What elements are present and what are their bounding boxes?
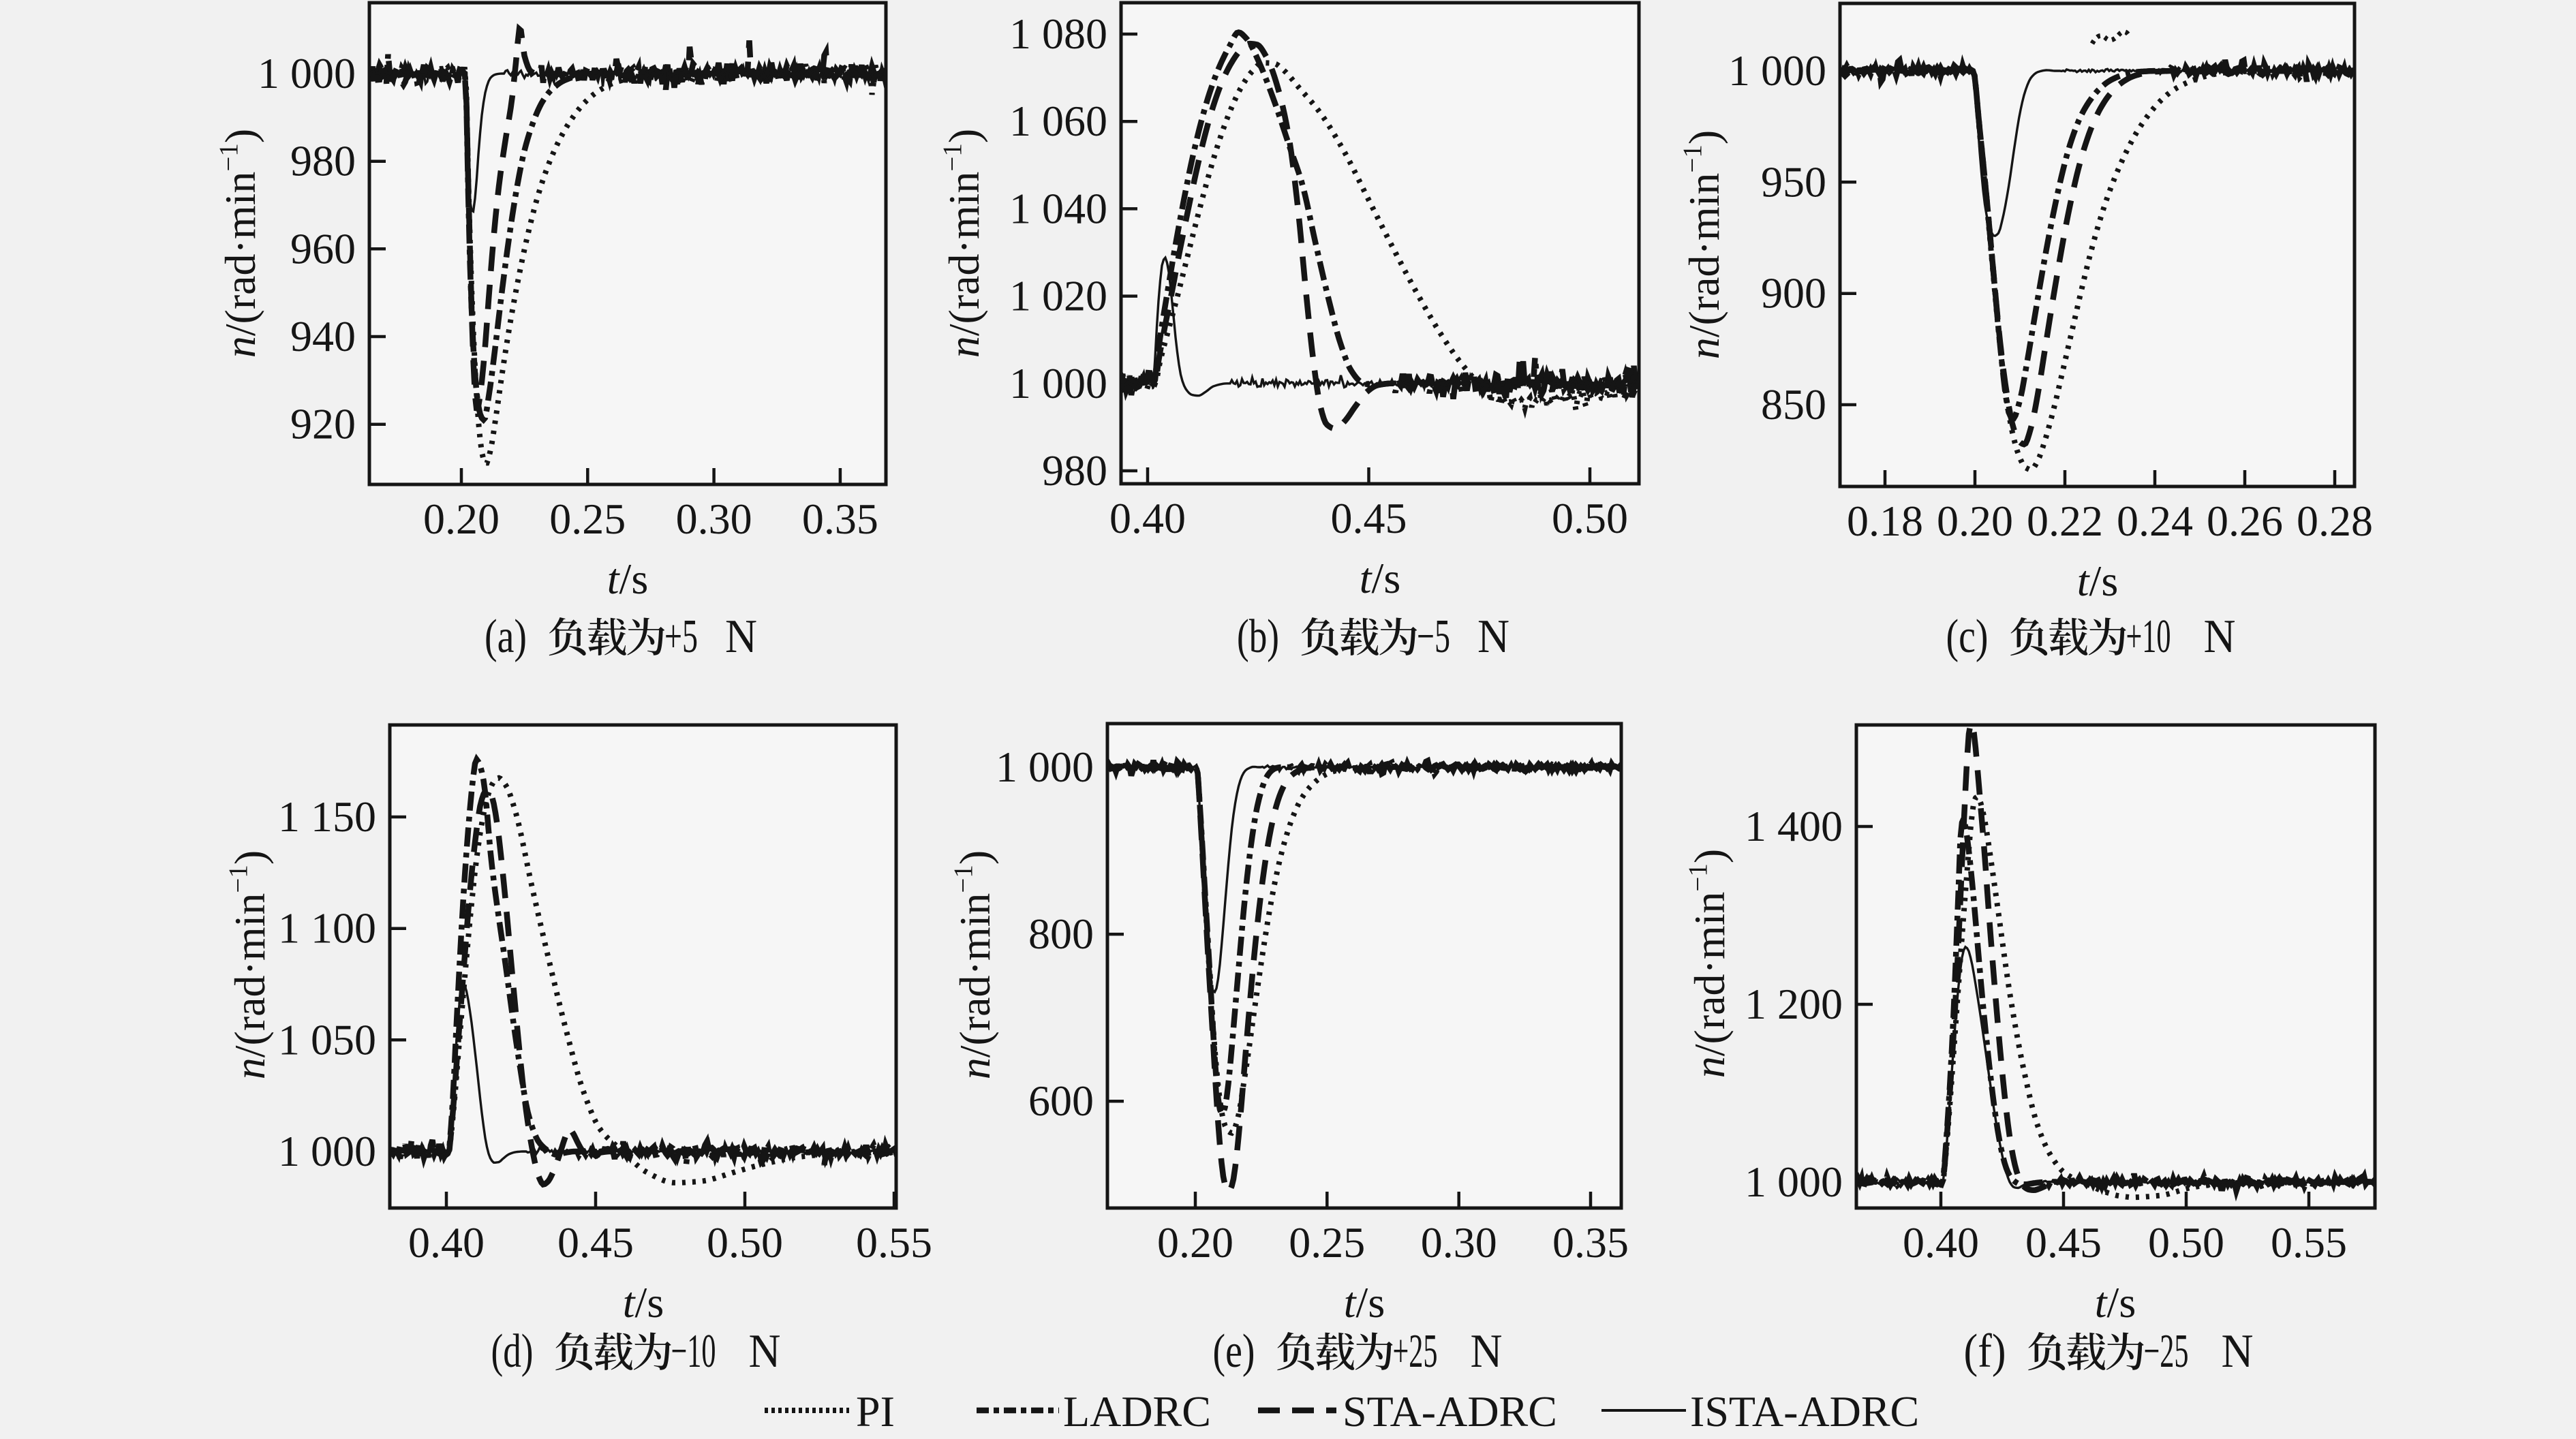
svg-text:0.45: 0.45 xyxy=(2025,1218,2102,1267)
svg-text:+10: +10 xyxy=(2126,610,2171,663)
svg-text:960: 960 xyxy=(290,224,356,273)
svg-text:850: 850 xyxy=(1761,380,1826,429)
svg-text:1 100: 1 100 xyxy=(278,904,376,953)
svg-text:1 000: 1 000 xyxy=(1745,1158,1843,1206)
svg-text:−10: −10 xyxy=(671,1325,716,1378)
svg-text:(a): (a) xyxy=(485,610,527,663)
svg-text:0.40: 0.40 xyxy=(408,1218,485,1267)
svg-text:0.30: 0.30 xyxy=(676,495,752,543)
svg-text:0.20: 0.20 xyxy=(1157,1218,1233,1267)
svg-text:N: N xyxy=(2204,610,2236,663)
svg-text:LADRC: LADRC xyxy=(1063,1387,1211,1436)
svg-text:1 060: 1 060 xyxy=(1009,97,1107,145)
svg-text:0.20: 0.20 xyxy=(1937,497,2013,545)
svg-text:0.45: 0.45 xyxy=(1331,494,1407,542)
svg-text:1 150: 1 150 xyxy=(278,792,376,841)
svg-text:1 040: 1 040 xyxy=(1009,184,1107,232)
svg-text:n/(rad·min−1): n/(rad·min−1) xyxy=(224,850,274,1080)
svg-text:−25: −25 xyxy=(2144,1325,2189,1378)
svg-text:1 000: 1 000 xyxy=(258,49,356,97)
svg-text:1 200: 1 200 xyxy=(1745,980,1843,1028)
svg-text:t/s: t/s xyxy=(2077,557,2118,605)
svg-text:1 000: 1 000 xyxy=(996,743,1094,791)
svg-text:950: 950 xyxy=(1761,157,1826,206)
svg-text:N: N xyxy=(1477,610,1509,663)
svg-text:(e): (e) xyxy=(1213,1325,1255,1378)
svg-text:0.22: 0.22 xyxy=(2027,497,2103,545)
svg-text:0.25: 0.25 xyxy=(549,495,626,543)
svg-text:t/s: t/s xyxy=(623,1278,664,1327)
svg-text:ISTA-ADRC: ISTA-ADRC xyxy=(1690,1387,1919,1436)
svg-text:0.20: 0.20 xyxy=(423,495,500,543)
svg-text:t/s: t/s xyxy=(1344,1278,1385,1327)
svg-text:0.28: 0.28 xyxy=(2297,497,2373,545)
svg-text:1 400: 1 400 xyxy=(1745,802,1843,850)
svg-text:N: N xyxy=(2222,1325,2254,1378)
svg-text:N: N xyxy=(749,1325,781,1378)
svg-text:t/s: t/s xyxy=(607,555,648,603)
svg-text:t/s: t/s xyxy=(2095,1278,2136,1327)
svg-text:n/(rad·min−1): n/(rad·min−1) xyxy=(1678,130,1728,360)
svg-text:0.26: 0.26 xyxy=(2207,497,2283,545)
svg-text:(c): (c) xyxy=(1946,610,1989,663)
svg-text:0.45: 0.45 xyxy=(557,1218,634,1267)
svg-text:(b): (b) xyxy=(1237,610,1279,663)
svg-text:0.30: 0.30 xyxy=(1421,1218,1497,1267)
svg-text:900: 900 xyxy=(1761,269,1826,318)
svg-text:N: N xyxy=(1471,1325,1503,1378)
svg-text:0.50: 0.50 xyxy=(1552,494,1628,542)
svg-text:0.50: 0.50 xyxy=(707,1218,783,1267)
svg-text:0.25: 0.25 xyxy=(1289,1218,1365,1267)
svg-text:n/(rad·min−1): n/(rad·min−1) xyxy=(214,129,264,358)
svg-text:600: 600 xyxy=(1028,1077,1094,1125)
svg-text:(d): (d) xyxy=(491,1325,534,1378)
svg-text:0.35: 0.35 xyxy=(802,495,878,543)
svg-text:1 080: 1 080 xyxy=(1009,10,1107,58)
svg-text:N: N xyxy=(725,610,757,663)
svg-text:0.40: 0.40 xyxy=(1903,1218,1979,1267)
svg-text:+5: +5 xyxy=(664,610,698,663)
svg-text:0.55: 0.55 xyxy=(2271,1218,2347,1267)
svg-text:t/s: t/s xyxy=(1360,554,1400,602)
svg-text:0.18: 0.18 xyxy=(1847,497,1923,545)
svg-text:1 050: 1 050 xyxy=(278,1015,376,1064)
svg-text:+25: +25 xyxy=(1393,1325,1438,1378)
svg-text:1 020: 1 020 xyxy=(1009,272,1107,320)
svg-text:1 000: 1 000 xyxy=(1728,46,1826,95)
svg-text:920: 920 xyxy=(290,400,356,448)
svg-text:0.40: 0.40 xyxy=(1109,494,1186,542)
svg-text:0.55: 0.55 xyxy=(856,1218,932,1267)
svg-text:−5: −5 xyxy=(1417,610,1450,663)
svg-text:1 000: 1 000 xyxy=(1009,359,1107,407)
svg-text:0.50: 0.50 xyxy=(2148,1218,2224,1267)
svg-text:(f): (f) xyxy=(1964,1325,2006,1378)
svg-text:0.24: 0.24 xyxy=(2117,497,2193,545)
svg-text:1 000: 1 000 xyxy=(278,1127,376,1175)
svg-text:980: 980 xyxy=(290,137,356,185)
svg-text:0.35: 0.35 xyxy=(1552,1218,1629,1267)
svg-text:PI: PI xyxy=(856,1387,895,1436)
svg-text:STA-ADRC: STA-ADRC xyxy=(1343,1387,1557,1436)
svg-text:940: 940 xyxy=(290,312,356,360)
svg-text:800: 800 xyxy=(1028,910,1094,958)
svg-text:980: 980 xyxy=(1042,446,1107,495)
